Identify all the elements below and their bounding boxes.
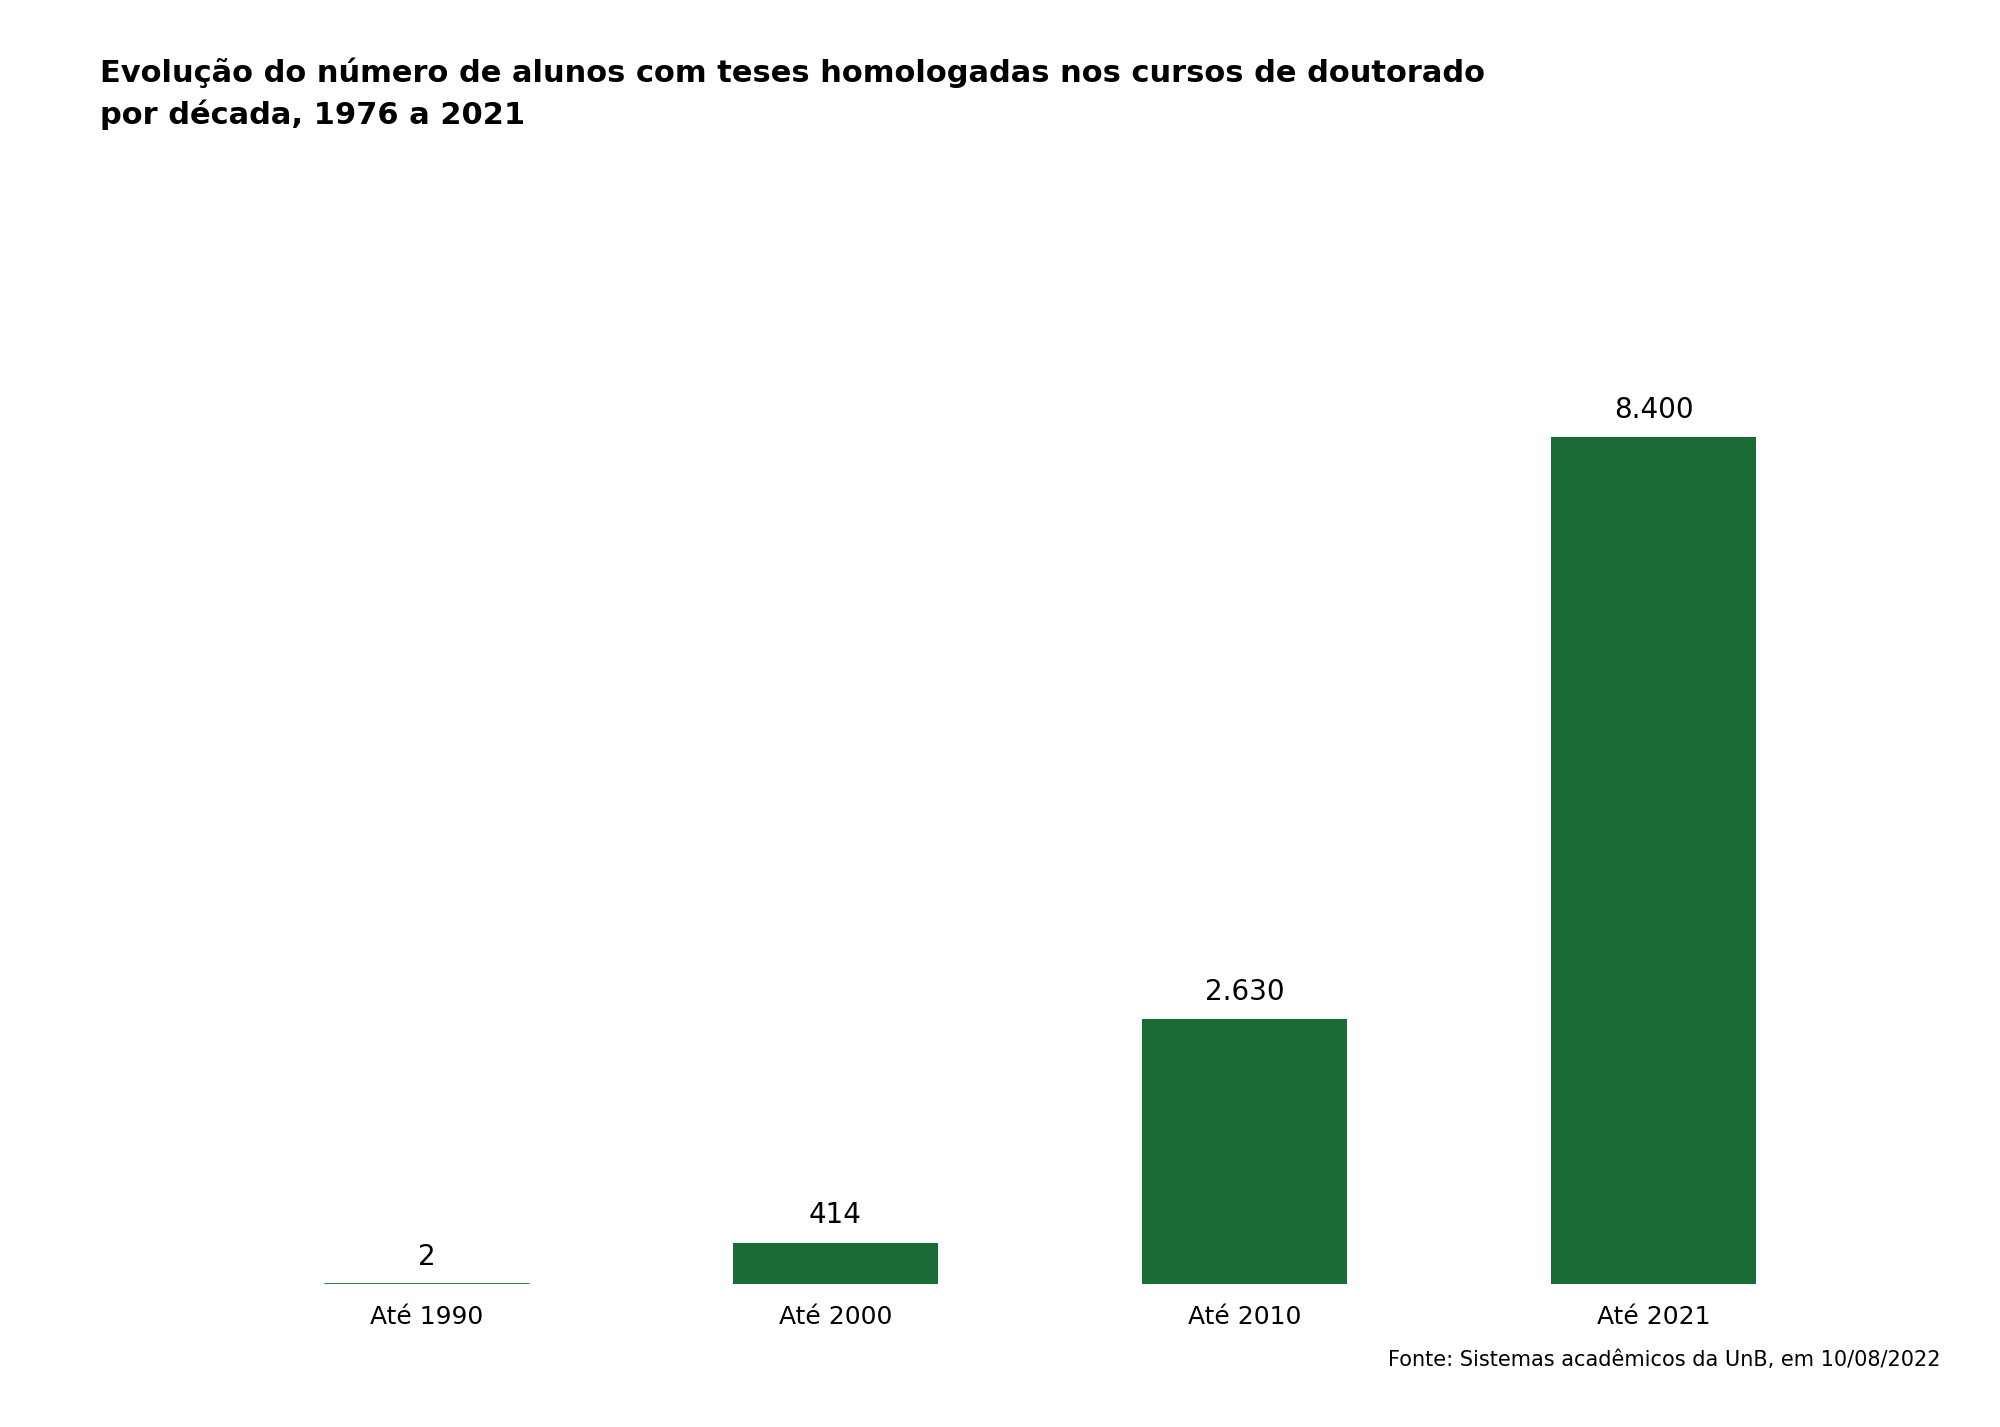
Text: Fonte: Sistemas acadêmicos da UnB, em 10/08/2022: Fonte: Sistemas acadêmicos da UnB, em 10…: [1388, 1350, 1940, 1370]
Text: 2.630: 2.630: [1204, 977, 1284, 1006]
Bar: [734, 1243, 938, 1284]
Text: 8.400: 8.400: [1614, 397, 1694, 424]
Bar: [1142, 1019, 1346, 1284]
Text: 414: 414: [810, 1202, 862, 1230]
Text: 2: 2: [418, 1243, 436, 1271]
Bar: [1552, 438, 1756, 1284]
Text: Evolução do número de alunos com teses homologadas nos cursos de doutorado
por d: Evolução do número de alunos com teses h…: [100, 57, 1484, 130]
